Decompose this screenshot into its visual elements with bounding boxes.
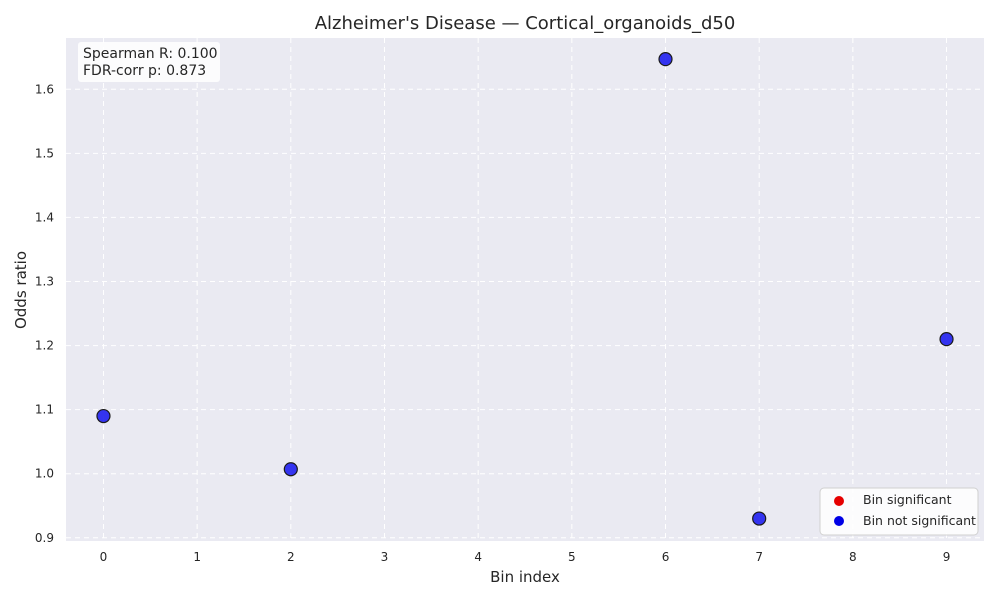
x-tick-label: 6 bbox=[662, 550, 670, 564]
y-tick-labels: 0.9 1.0 1.1 1.2 1.3 1.4 1.5 1.6 bbox=[35, 82, 54, 545]
x-tick-label: 7 bbox=[755, 550, 763, 564]
data-point bbox=[96, 408, 111, 424]
y-tick-label: 1.4 bbox=[35, 210, 54, 224]
legend-label-not-significant: Bin not significant bbox=[863, 513, 976, 528]
y-tick-label: 1.1 bbox=[35, 403, 54, 417]
grid bbox=[66, 38, 984, 541]
legend-label-significant: Bin significant bbox=[863, 492, 952, 507]
x-tick-label: 9 bbox=[943, 550, 951, 564]
data-points bbox=[96, 52, 954, 526]
x-tick-label: 5 bbox=[568, 550, 576, 564]
legend: Bin significant Bin not significant bbox=[819, 487, 979, 536]
y-tick-label: 1.2 bbox=[35, 339, 54, 353]
plot-area bbox=[66, 38, 984, 541]
y-tick-label: 0.9 bbox=[35, 531, 54, 545]
x-tick-labels: 0 1 2 3 4 5 6 7 8 9 bbox=[100, 550, 951, 564]
x-tick-label: 4 bbox=[474, 550, 482, 564]
y-axis-label: Odds ratio bbox=[12, 251, 30, 329]
stats-box bbox=[78, 42, 220, 82]
legend-marker-significant bbox=[834, 496, 844, 506]
chart-title: Alzheimer's Disease — Cortical_organoids… bbox=[315, 13, 736, 34]
x-axis-label: Bin index bbox=[490, 568, 560, 586]
fdr-p-text: FDR-corr p: 0.873 bbox=[83, 63, 206, 79]
x-tick-label: 3 bbox=[381, 550, 389, 564]
spearman-r-text: Spearman R: 0.100 bbox=[83, 46, 218, 62]
y-tick-label: 1.3 bbox=[35, 274, 54, 288]
data-point bbox=[939, 332, 954, 347]
data-point bbox=[752, 511, 767, 526]
x-tick-label: 1 bbox=[193, 550, 201, 564]
legend-box bbox=[819, 487, 979, 536]
y-tick-label: 1.0 bbox=[35, 467, 54, 481]
data-point bbox=[283, 462, 298, 477]
data-point bbox=[658, 52, 673, 67]
y-tick-label: 1.6 bbox=[35, 82, 54, 96]
x-tick-label: 2 bbox=[287, 550, 295, 564]
x-tick-label: 8 bbox=[849, 550, 857, 564]
x-tick-label: 0 bbox=[100, 550, 108, 564]
legend-marker-not-significant bbox=[834, 516, 844, 526]
stats-annotation: Spearman R: 0.100 FDR-corr p: 0.873 bbox=[78, 42, 220, 82]
y-tick-label: 1.5 bbox=[35, 146, 54, 160]
